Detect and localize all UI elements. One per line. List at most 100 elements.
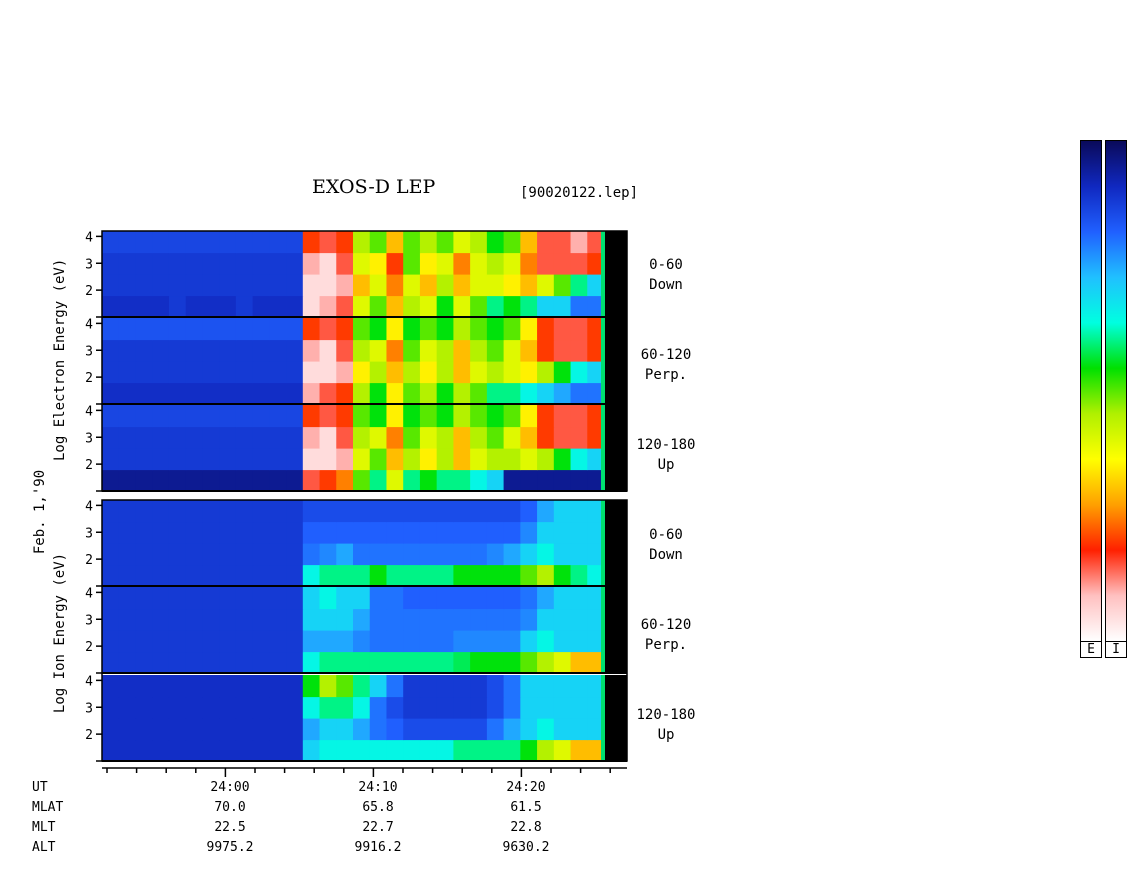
footer-label-ut: UT	[32, 780, 48, 795]
intensity-cell	[185, 500, 203, 523]
intensity-cell	[202, 564, 220, 587]
intensity-cell	[403, 382, 421, 405]
intensity-cell	[118, 651, 137, 674]
intensity-cell	[353, 382, 371, 405]
intensity-cell	[168, 718, 187, 741]
intensity-cell	[369, 361, 388, 384]
intensity-cell	[168, 651, 187, 674]
intensity-cell	[587, 231, 605, 254]
intensity-cell	[353, 469, 371, 492]
intensity-cell	[453, 295, 471, 318]
intensity-cell	[386, 295, 404, 318]
intensity-cell	[587, 564, 605, 587]
intensity-cell	[436, 252, 454, 275]
intensity-cell	[135, 675, 153, 698]
intensity-cell	[118, 718, 137, 741]
intensity-cell	[470, 564, 488, 587]
intensity-cell	[219, 469, 237, 492]
intensity-cell	[202, 651, 220, 674]
intensity-cell	[185, 405, 203, 428]
intensity-cell	[235, 739, 254, 762]
intensity-cell	[336, 361, 354, 384]
intensity-cell	[486, 426, 505, 449]
intensity-cell	[168, 382, 187, 405]
intensity-cell	[185, 608, 203, 631]
intensity-cell	[353, 339, 371, 362]
intensity-cell	[286, 587, 304, 610]
intensity-cell	[403, 608, 421, 631]
intensity-cell	[386, 630, 404, 653]
intensity-cell	[470, 252, 488, 275]
intensity-cell	[419, 500, 438, 523]
data-end-marker	[601, 587, 605, 673]
intensity-cell	[436, 630, 454, 653]
intensity-cell	[403, 318, 421, 341]
intensity-cell	[353, 675, 371, 698]
intensity-cell	[168, 500, 187, 523]
intensity-cell	[403, 469, 421, 492]
intensity-cell	[168, 608, 187, 631]
intensity-cell	[252, 675, 270, 698]
intensity-cell	[269, 231, 287, 254]
intensity-cell	[252, 405, 270, 428]
intensity-cell	[470, 339, 488, 362]
intensity-cell	[219, 274, 237, 297]
intensity-cell	[235, 252, 254, 275]
intensity-cell	[202, 543, 220, 566]
channel-label-i-down: 0-60 Down	[626, 525, 706, 565]
intensity-cell	[436, 564, 454, 587]
intensity-cell	[286, 500, 304, 523]
intensity-cell	[219, 675, 237, 698]
intensity-cell	[553, 295, 572, 318]
intensity-cell	[553, 564, 572, 587]
intensity-cell	[537, 587, 555, 610]
intensity-cell	[202, 405, 220, 428]
y-tick-label: 3	[85, 613, 93, 628]
channel-direction: Up	[657, 457, 675, 473]
intensity-cell	[269, 564, 287, 587]
intensity-cell	[436, 339, 454, 362]
intensity-cell	[118, 500, 137, 523]
intensity-cell	[386, 521, 404, 544]
intensity-cell	[486, 469, 505, 492]
intensity-cell	[102, 231, 120, 254]
intensity-cell	[403, 339, 421, 362]
intensity-cell	[537, 500, 555, 523]
intensity-cell	[252, 274, 270, 297]
intensity-cell	[252, 543, 270, 566]
intensity-cell	[486, 630, 505, 653]
intensity-cell	[102, 274, 120, 297]
intensity-cell	[470, 318, 488, 341]
intensity-cell	[453, 339, 471, 362]
intensity-cell	[553, 405, 572, 428]
spectrogram-panel: 2 3 4	[85, 499, 627, 587]
intensity-cell	[353, 587, 371, 610]
intensity-cell	[386, 469, 404, 492]
intensity-cell	[118, 426, 137, 449]
intensity-cell	[386, 448, 404, 471]
intensity-cell	[286, 318, 304, 341]
intensity-cell	[252, 500, 270, 523]
intensity-cell	[503, 469, 521, 492]
intensity-cell	[369, 405, 388, 428]
intensity-cell	[453, 675, 471, 698]
intensity-cell	[319, 339, 337, 362]
intensity-cell	[570, 630, 588, 653]
intensity-cell	[470, 405, 488, 428]
intensity-cell	[453, 500, 471, 523]
intensity-cell	[570, 405, 588, 428]
intensity-cell	[302, 318, 321, 341]
intensity-cell	[135, 564, 153, 587]
intensity-cell	[570, 231, 588, 254]
intensity-cell	[503, 500, 521, 523]
intensity-cell	[386, 696, 404, 719]
intensity-cell	[503, 651, 521, 674]
intensity-cell	[302, 295, 321, 318]
intensity-cell	[403, 543, 421, 566]
intensity-cell	[336, 382, 354, 405]
data-end-marker	[601, 405, 605, 491]
intensity-cell	[135, 651, 153, 674]
intensity-cell	[168, 295, 187, 318]
intensity-cell	[386, 651, 404, 674]
intensity-cell	[453, 630, 471, 653]
